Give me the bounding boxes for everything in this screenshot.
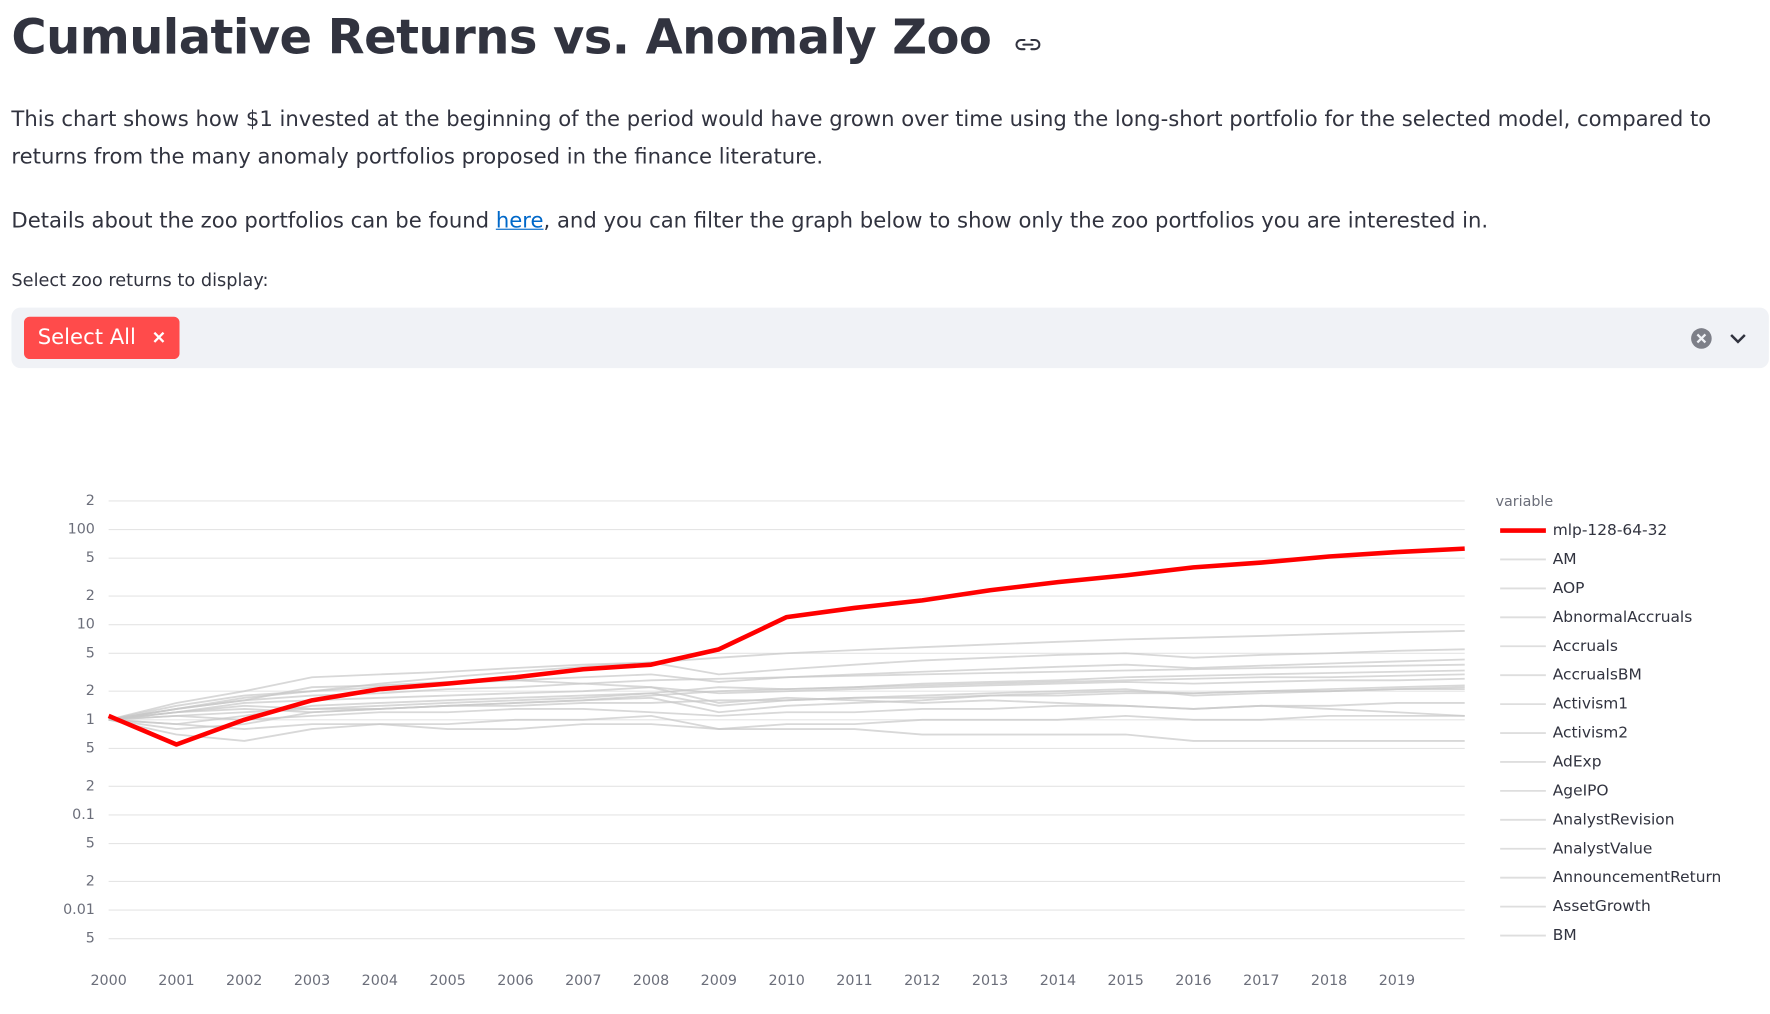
- title-text: Cumulative Returns vs. Anomaly Zoo: [11, 9, 992, 66]
- x-tick-label: 2003: [294, 973, 330, 989]
- description: This chart shows how $1 invested at the …: [11, 107, 1712, 170]
- select-label: Select zoo returns to display:: [11, 269, 269, 291]
- x-tick-label: 2002: [226, 973, 262, 989]
- legend-label: mlp-128-64-32: [1553, 521, 1667, 539]
- series-line: [108, 677, 1465, 721]
- y-tick-label: 2: [86, 683, 95, 699]
- chip-text: Select All: [37, 325, 136, 350]
- y-tick-label: 1: [86, 712, 95, 728]
- details: Details about the zoo portfolios can be …: [11, 202, 1760, 240]
- series-line: [108, 718, 1465, 742]
- multiselect[interactable]: Select All: [11, 307, 1769, 369]
- series-line: [108, 679, 1465, 721]
- legend-label: Activism1: [1553, 695, 1628, 713]
- x-tick-label: 2008: [633, 973, 669, 989]
- legend-label: AccrualsBM: [1553, 666, 1642, 684]
- legend-label: AnalystRevision: [1553, 810, 1675, 828]
- y-tick-label: 5: [86, 931, 95, 947]
- link-icon[interactable]: [1014, 35, 1041, 53]
- legend-label: Accruals: [1553, 637, 1618, 655]
- chip[interactable]: Select All: [24, 316, 180, 360]
- series-line: [108, 673, 1465, 721]
- x-tick-label: 2012: [904, 973, 940, 989]
- legend-title: variable: [1496, 494, 1554, 510]
- details-text: Details about the zoo portfolios can be …: [11, 209, 496, 234]
- page-title: Cumulative Returns vs. Anomaly Zoo: [11, 9, 1041, 65]
- legend-label: AOP: [1553, 579, 1585, 597]
- legend-label: AnalystValue: [1553, 839, 1653, 857]
- legend-label: AnnouncementReturn: [1553, 868, 1722, 886]
- x-tick-label: 2015: [1108, 973, 1144, 989]
- y-tick-label: 2: [86, 873, 95, 889]
- x-tick-label: 2019: [1379, 973, 1415, 989]
- y-tick-label: 2: [86, 588, 95, 604]
- chip-remove[interactable]: [152, 330, 166, 344]
- x-tick-label: 2007: [565, 973, 601, 989]
- x-tick-label: 2000: [90, 973, 126, 989]
- legend-label: AgeIPO: [1553, 781, 1609, 799]
- series-line: [108, 630, 1465, 721]
- details-link[interactable]: here: [495, 209, 544, 234]
- series-line: [108, 714, 1465, 742]
- x-tick-label: 2006: [497, 973, 533, 989]
- x-tick-label: 2017: [1243, 973, 1279, 989]
- y-tick-label: 10: [77, 617, 95, 633]
- legend-label: Activism2: [1553, 724, 1628, 742]
- y-tick-label: 5: [86, 740, 95, 756]
- series-line: [107, 546, 1465, 747]
- clear-icon[interactable]: [1690, 327, 1713, 350]
- y-tick-label: 5: [86, 645, 95, 661]
- y-tick-label: 2: [86, 778, 95, 794]
- x-tick-label: 2001: [158, 973, 194, 989]
- details-text: , and you can filter the graph below to …: [543, 209, 1489, 234]
- x-tick-label: 2004: [362, 973, 398, 989]
- series-line: [108, 658, 1465, 721]
- y-tick-label: 0.01: [63, 902, 95, 918]
- legend-label: AM: [1553, 550, 1577, 568]
- x-tick-label: 2018: [1311, 973, 1347, 989]
- y-tick-label: 0.1: [72, 807, 95, 823]
- series-line: [108, 648, 1465, 721]
- legend-label: AssetGrowth: [1553, 897, 1651, 915]
- legend-label: AbnormalAccruals: [1553, 608, 1692, 626]
- x-tick-label: 2013: [972, 973, 1008, 989]
- y-tick-label: 100: [68, 522, 95, 538]
- x-tick-label: 2014: [1040, 973, 1076, 989]
- x-tick-label: 2010: [768, 973, 804, 989]
- legend-label: BM: [1553, 926, 1577, 944]
- x-tick-label: 2016: [1175, 973, 1211, 989]
- series-line: [108, 684, 1465, 730]
- y-tick-label: 5: [86, 836, 95, 852]
- x-tick-label: 2011: [836, 973, 872, 989]
- y-tick-label: 2: [86, 493, 95, 509]
- y-tick-label: 5: [86, 550, 95, 566]
- x-tick-label: 2009: [701, 973, 737, 989]
- x-tick-label: 2005: [429, 973, 465, 989]
- dropdown-icon[interactable]: [1727, 327, 1750, 350]
- legend-label: AdExp: [1553, 752, 1602, 770]
